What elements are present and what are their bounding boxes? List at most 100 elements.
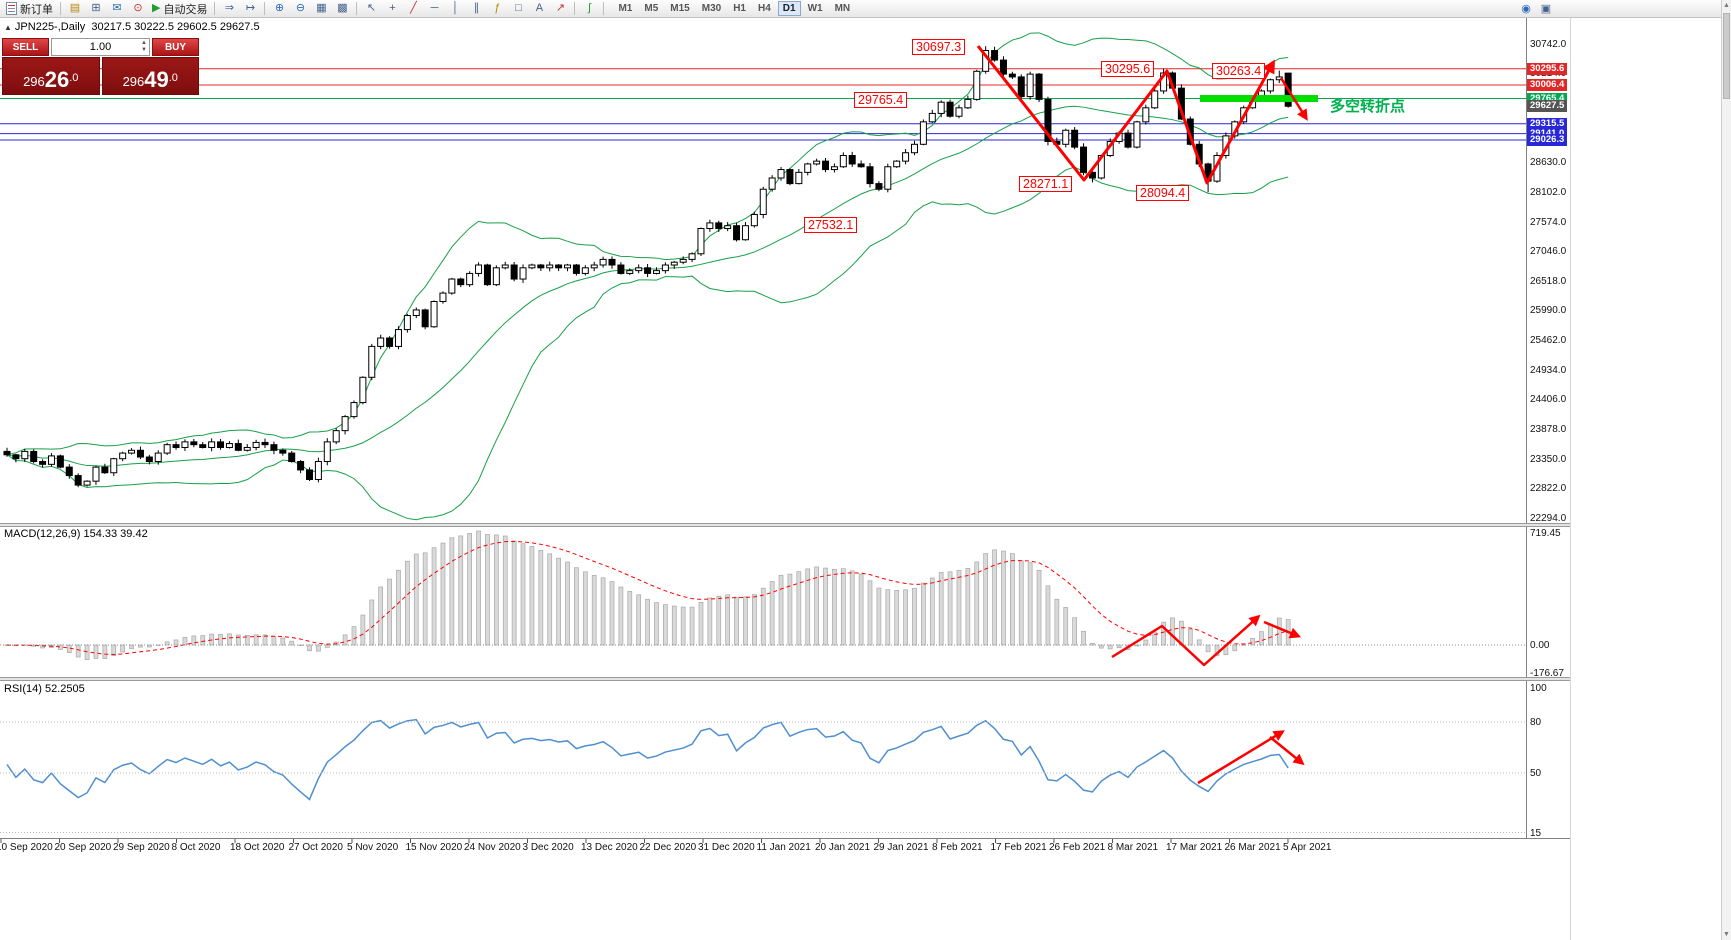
candlestick xyxy=(750,213,758,227)
timeframe-w1[interactable]: W1 xyxy=(807,3,823,14)
annotation-arrow[interactable] xyxy=(1269,736,1305,766)
price-scale-tag[interactable]: 30295.6 xyxy=(1527,62,1568,75)
crosshair-icon[interactable]: + xyxy=(389,2,396,14)
horizontal-line-icon[interactable]: ─ xyxy=(430,2,439,14)
text-icon[interactable]: A xyxy=(535,2,544,14)
auto-scroll-icon[interactable]: ⇒ xyxy=(224,2,235,14)
price-scale-tag[interactable]: 29026.3 xyxy=(1527,134,1568,146)
scroll-up-icon[interactable]: ▲ xyxy=(1723,2,1730,9)
price-callout[interactable]: 30697.3 xyxy=(912,39,966,55)
fibonacci-icon[interactable]: ƒ xyxy=(494,2,501,14)
macd-histogram-bar xyxy=(556,557,561,646)
macd-histogram-bar xyxy=(609,581,615,646)
date-label: 22 Dec 2020 xyxy=(639,842,697,853)
macd-histogram-bar xyxy=(1134,644,1140,647)
rsi-value: 52.2505 xyxy=(44,683,85,695)
timeframe-m30[interactable]: M30 xyxy=(701,3,722,14)
candlestick xyxy=(697,228,705,255)
navigator-icon[interactable]: ⊞ xyxy=(91,2,101,14)
candlestick xyxy=(706,222,714,230)
vertical-line-icon[interactable]: │ xyxy=(452,2,459,14)
cascade-windows-icon[interactable]: ▩ xyxy=(337,2,348,14)
arrow-tool-icon[interactable]: ↗ xyxy=(555,2,566,14)
price-scale-border xyxy=(1526,18,1527,838)
candlestick xyxy=(804,163,812,173)
equidistant-channel-icon[interactable]: ∥ xyxy=(473,2,480,14)
trendline-icon[interactable]: ╱ xyxy=(410,2,417,14)
price-callout[interactable]: 29765.4 xyxy=(854,92,908,108)
candlestick xyxy=(724,225,732,230)
vertical-scrollbar[interactable]: ▲ ▼ xyxy=(1721,0,1731,940)
timeframe-m5[interactable]: M5 xyxy=(644,3,659,14)
market-watch-icon[interactable]: ▤ xyxy=(69,2,81,14)
candlestick xyxy=(394,329,402,347)
scroll-down-icon[interactable]: ▼ xyxy=(1723,931,1730,938)
candlestick xyxy=(617,264,625,274)
scrollbar-thumb[interactable] xyxy=(1723,13,1730,99)
tile-windows-icon[interactable]: ▦ xyxy=(316,2,327,14)
volume-value: 1.00 xyxy=(89,41,112,53)
price-scale-tag[interactable]: 29315.5 xyxy=(1527,117,1568,130)
macd-histogram-bar xyxy=(1161,621,1166,646)
price-callout[interactable]: 27532.1 xyxy=(804,217,858,233)
chart-shift-icon[interactable]: ↦ xyxy=(245,2,256,14)
toolbar-separator xyxy=(603,2,605,15)
candlestick xyxy=(243,446,251,451)
candlestick xyxy=(359,376,367,404)
annotation-arrow[interactable] xyxy=(1197,730,1285,785)
timeframe-mn[interactable]: MN xyxy=(834,3,851,14)
macd-histogram-bar xyxy=(316,644,321,652)
timeframe-d1[interactable]: D1 xyxy=(777,1,801,16)
alerts-icon[interactable]: ⊙ xyxy=(133,2,143,14)
chart-canvas[interactable] xyxy=(0,0,1570,940)
sell-price-button[interactable]: 296 26.0 xyxy=(2,57,100,95)
zoom-out-icon[interactable]: ⊖ xyxy=(295,2,306,14)
candlestick xyxy=(813,160,821,165)
candlestick xyxy=(679,258,687,263)
fullscreen-icon[interactable]: ▣ xyxy=(1540,2,1552,15)
volume-stepper[interactable]: ▲ ▼ xyxy=(141,40,147,54)
macd-histogram-bar xyxy=(396,569,401,646)
candlestick xyxy=(1151,90,1159,109)
timeframe-h4[interactable]: H4 xyxy=(757,3,771,14)
price-callout[interactable]: 28271.1 xyxy=(1019,176,1073,192)
annotation-arrow[interactable] xyxy=(1279,77,1308,121)
timeframe-m15[interactable]: M15 xyxy=(670,3,690,14)
annotation-arrow[interactable] xyxy=(1111,614,1261,667)
zoom-in-icon[interactable]: ⊕ xyxy=(274,2,285,14)
macd-histogram-bar xyxy=(787,573,793,646)
indicators-icon[interactable]: ∫ xyxy=(587,2,591,14)
macd-histogram-bar xyxy=(734,596,739,646)
panel-separator-rsi[interactable] xyxy=(0,677,1570,681)
macd-histogram-bar xyxy=(921,582,926,646)
terminal-mail-icon[interactable]: ✉ xyxy=(112,2,122,14)
macd-histogram-bar xyxy=(485,534,490,646)
shapes-icon[interactable]: □ xyxy=(515,2,522,14)
autotrading-button[interactable]: ▶ 自动交易 xyxy=(149,1,210,17)
timeframe-m1[interactable]: M1 xyxy=(618,3,633,14)
timeframe-h1[interactable]: H1 xyxy=(733,3,746,14)
macd-histogram-bar xyxy=(778,574,784,646)
price-scale-tag[interactable]: 30006.4 xyxy=(1527,78,1568,91)
turning-point-note[interactable]: 多空转折点 xyxy=(1330,98,1406,115)
cursor-icon[interactable]: ↖ xyxy=(366,2,377,14)
price-callout[interactable]: 28094.4 xyxy=(1136,185,1190,201)
annotation-arrow[interactable] xyxy=(1263,620,1302,639)
candlestick xyxy=(590,264,598,269)
macd-histogram-bar xyxy=(405,560,410,646)
new-order-button[interactable]: 新订单 xyxy=(3,1,56,17)
toolbar: 新订单 ▤ ⊞ ✉ ⊙ ▶ 自动交易 ⇒ ↦ ⊕ ⊖ ▦ ▩ ↖ + ╱ ─ │… xyxy=(0,0,1731,18)
price-callout[interactable]: 30263.4 xyxy=(1212,63,1266,79)
volume-field[interactable]: 1.00 ▲ ▼ xyxy=(51,38,150,56)
turning-point-band[interactable] xyxy=(1200,95,1318,103)
annotation-arrow[interactable] xyxy=(976,45,1275,185)
sell-button[interactable]: SELL xyxy=(2,38,49,56)
buy-price-button[interactable]: 296 49.0 xyxy=(101,57,199,95)
panel-separator-macd[interactable] xyxy=(0,523,1570,527)
price-callout[interactable]: 30295.6 xyxy=(1101,61,1155,77)
buy-button[interactable]: BUY xyxy=(152,38,199,56)
chart-expand-icon[interactable]: ▲ xyxy=(4,23,12,32)
candlestick xyxy=(208,441,216,448)
macd-histogram-bar xyxy=(422,552,428,646)
help-icon[interactable]: ◉ xyxy=(1521,2,1531,15)
